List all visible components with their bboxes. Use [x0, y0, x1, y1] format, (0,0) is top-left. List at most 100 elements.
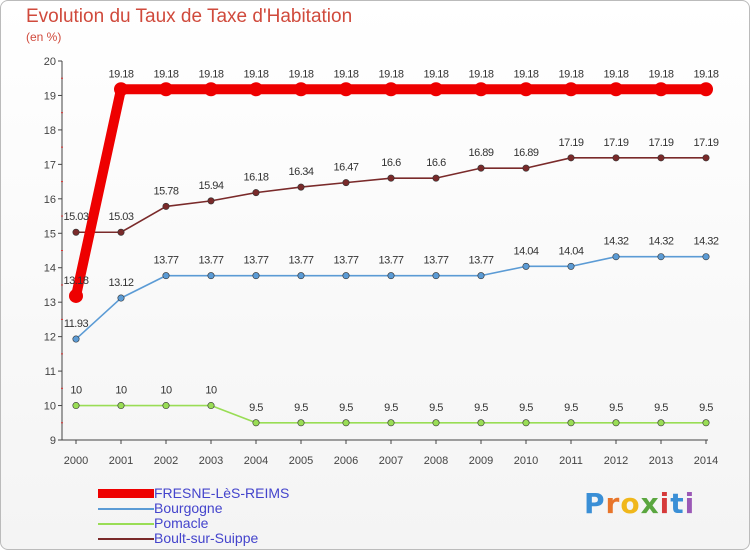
data-point	[162, 402, 170, 410]
data-point	[339, 82, 353, 97]
data-label: 19.18	[513, 68, 538, 80]
legend-swatch-boult	[98, 538, 154, 540]
data-label: 17.19	[693, 137, 718, 149]
data-label: 13.12	[108, 277, 133, 289]
data-label: 10	[205, 385, 217, 397]
data-point	[252, 189, 260, 197]
data-point	[252, 419, 260, 427]
data-point	[162, 272, 170, 280]
data-point	[432, 419, 440, 427]
data-label: 15.03	[108, 211, 133, 223]
data-point	[477, 272, 485, 280]
data-point	[609, 82, 623, 97]
logo-letter: i	[684, 487, 696, 520]
data-point	[162, 202, 170, 210]
data-label: 14.32	[603, 236, 628, 248]
data-point	[342, 179, 350, 187]
y-tick-label: 14	[44, 263, 56, 275]
data-point	[249, 82, 263, 97]
data-point	[294, 82, 308, 97]
data-label: 19.18	[648, 68, 673, 80]
data-label: 15.78	[153, 185, 178, 197]
y-tick-label: 13	[44, 297, 56, 309]
data-label: 19.18	[108, 68, 133, 80]
y-tick-label: 16	[44, 194, 56, 206]
data-label: 16.6	[381, 157, 401, 169]
data-label: 19.18	[333, 68, 358, 80]
data-point	[567, 262, 575, 270]
chart-title: Evolution du Taux de Taxe d'Habitation	[26, 6, 353, 27]
legend-swatch-pomacle	[98, 523, 154, 525]
data-point	[657, 154, 665, 162]
data-point	[432, 174, 440, 182]
data-label: 16.47	[333, 162, 358, 174]
data-label: 9.5	[339, 402, 353, 414]
data-point	[297, 272, 305, 280]
data-point	[522, 419, 530, 427]
y-tick-label: 15	[44, 228, 56, 240]
data-point	[207, 272, 215, 280]
data-point	[702, 253, 710, 261]
x-tick-label: 2014	[694, 455, 718, 467]
data-label: 9.5	[699, 402, 713, 414]
data-point	[387, 419, 395, 427]
y-tick-label: 10	[44, 401, 56, 413]
data-point	[654, 82, 668, 97]
x-tick-label: 2005	[289, 455, 313, 467]
y-tick-label: 11	[45, 366, 56, 378]
data-label: 19.18	[558, 68, 583, 80]
data-point	[567, 154, 575, 162]
legend-label: FRESNE-LèS-REIMS	[154, 485, 290, 501]
legend-label: Bourgogne	[154, 500, 223, 516]
x-tick-label: 2008	[424, 455, 448, 467]
data-point	[207, 197, 215, 205]
data-label: 17.19	[558, 137, 583, 149]
data-point	[657, 419, 665, 427]
data-point	[297, 183, 305, 191]
x-tick-label: 2002	[154, 455, 178, 467]
data-label: 11.93	[64, 318, 89, 330]
y-tick-label: 20	[44, 56, 56, 68]
data-point	[474, 82, 488, 97]
y-tick-label: 17	[44, 159, 56, 171]
x-tick-label: 2001	[109, 455, 133, 467]
data-label: 9.5	[249, 402, 263, 414]
data-point	[297, 419, 305, 427]
data-label: 13.77	[468, 255, 493, 267]
x-tick-label: 2000	[64, 455, 88, 467]
data-point	[117, 402, 125, 410]
data-label: 17.19	[648, 137, 673, 149]
legend-swatch-bourgogne	[98, 508, 154, 510]
data-label: 14.04	[513, 245, 538, 257]
x-tick-label: 2011	[559, 455, 583, 467]
data-point	[252, 272, 260, 280]
data-point	[387, 272, 395, 280]
x-tick-label: 2007	[379, 455, 403, 467]
x-tick-label: 2013	[649, 455, 673, 467]
data-point	[72, 228, 80, 236]
data-label: 16.89	[513, 147, 538, 159]
logo-letter: x	[640, 487, 660, 520]
data-point	[429, 82, 443, 97]
data-point	[342, 419, 350, 427]
data-point	[432, 272, 440, 280]
data-label: 16.6	[426, 157, 446, 169]
data-label: 19.18	[468, 68, 493, 80]
x-tick-label: 2004	[244, 455, 268, 467]
data-point	[699, 82, 713, 97]
x-tick-label: 2010	[514, 455, 538, 467]
data-label: 16.34	[288, 166, 313, 178]
data-point	[384, 82, 398, 97]
data-point	[477, 419, 485, 427]
data-label: 13.77	[243, 255, 268, 267]
data-point	[204, 82, 218, 97]
data-point	[657, 253, 665, 261]
legend-swatch-fresne	[98, 489, 154, 498]
data-label: 9.5	[654, 402, 668, 414]
logo-letter: t	[670, 487, 685, 520]
data-label: 19.18	[198, 68, 223, 80]
data-label: 16.89	[468, 147, 493, 159]
x-tick-label: 2006	[334, 455, 358, 467]
data-label: 19.18	[423, 68, 448, 80]
